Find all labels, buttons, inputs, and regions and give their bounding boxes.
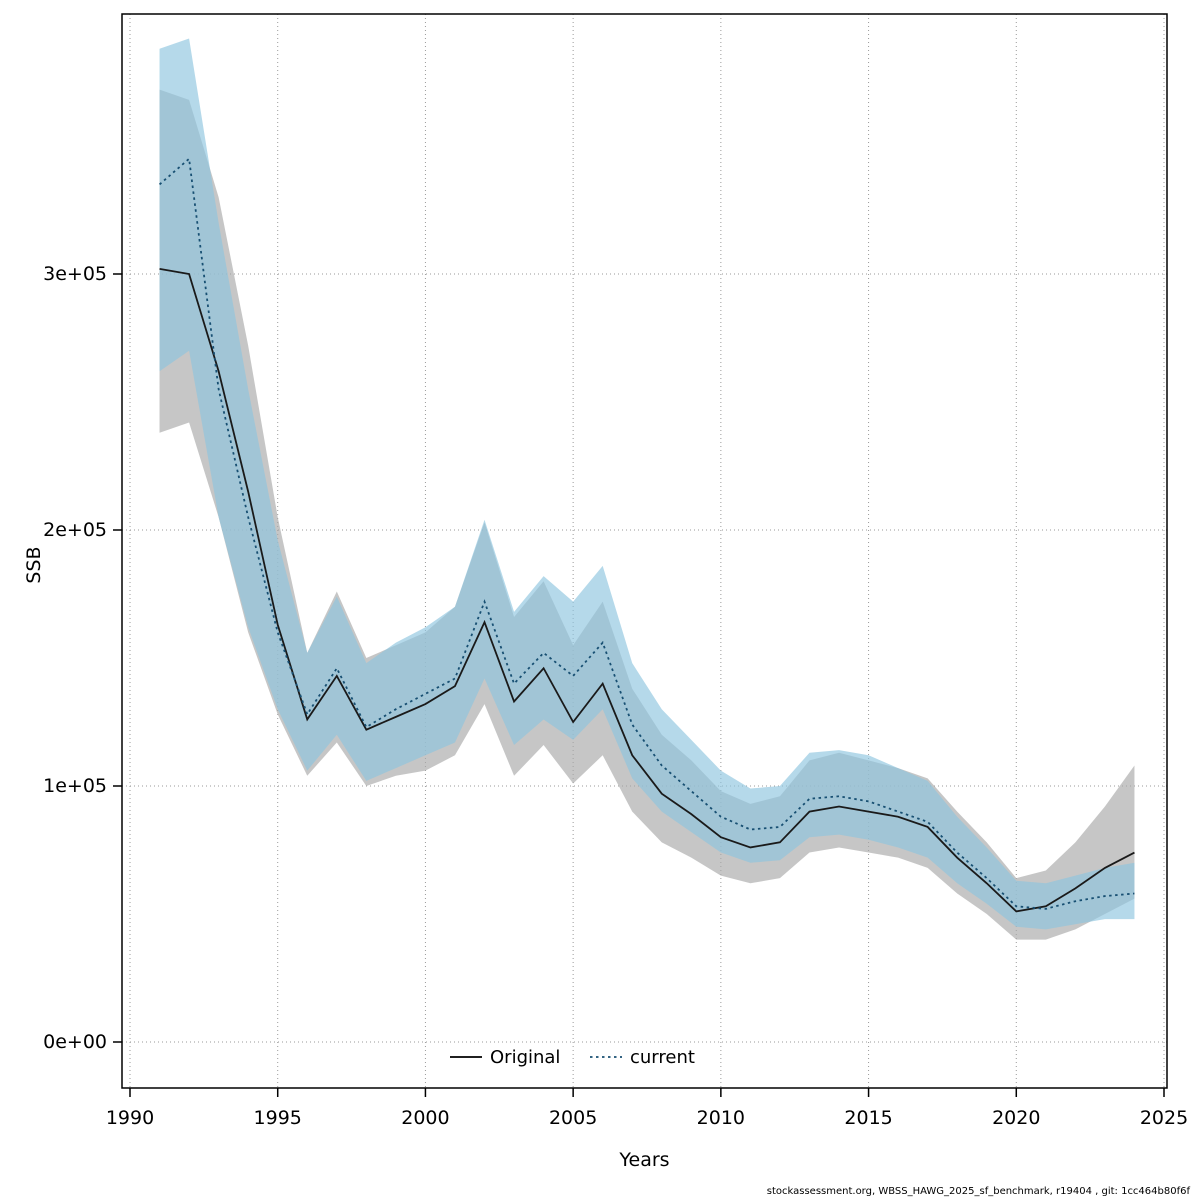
y-tick-label: 2e+05: [43, 519, 107, 541]
x-tick-label: 2010: [697, 1107, 745, 1129]
x-tick-label: 2025: [1140, 1107, 1188, 1129]
x-tick-label: 2015: [844, 1107, 892, 1129]
y-tick-label: 1e+05: [43, 775, 107, 797]
x-tick-label: 2020: [992, 1107, 1040, 1129]
original-confidence-band: [159, 89, 1135, 940]
current-line: [158, 157, 1135, 910]
axes: 1990 1995 2000 2005 2010 2015 2020 2025 0e+00 1e+…: [43, 263, 1188, 1129]
plot-border: [121, 13, 1168, 1089]
x-tick-label: 2000: [401, 1107, 449, 1129]
x-axis-title: Years: [618, 1149, 669, 1171]
original-line: [159, 267, 1135, 913]
x-tick-label: 2005: [549, 1107, 597, 1129]
y-tick-label: 0e+00: [43, 1031, 107, 1053]
current-confidence-band: [159, 38, 1135, 930]
footer-provenance-text: stockassessment.org, WBSS_HAWG_2025_sf_b…: [766, 1186, 1190, 1197]
legend-label-original: Original: [490, 1047, 560, 1068]
x-tick-label: 1990: [106, 1107, 154, 1129]
legend: Original current: [450, 1047, 695, 1068]
y-axis-title: SSB: [23, 546, 45, 583]
legend-label-current: current: [630, 1047, 695, 1068]
x-tick-label: 1995: [254, 1107, 302, 1129]
y-tick-label: 3e+05: [43, 263, 107, 285]
